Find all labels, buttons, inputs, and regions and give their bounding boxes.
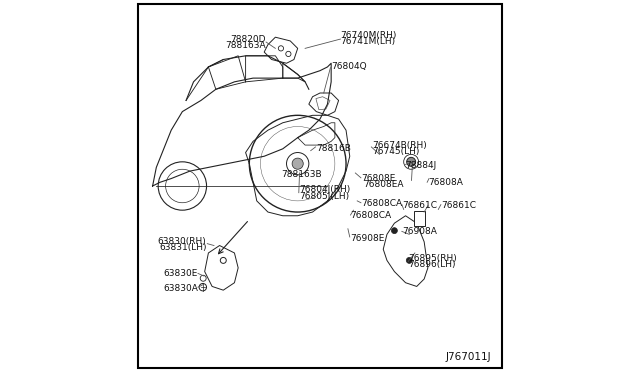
- Text: 76896(LH): 76896(LH): [408, 260, 456, 269]
- Circle shape: [292, 158, 303, 169]
- Text: 63830(RH): 63830(RH): [158, 237, 207, 246]
- Text: 76808A: 76808A: [428, 178, 463, 187]
- Text: 63831(LH): 63831(LH): [159, 243, 207, 252]
- Text: 63830A: 63830A: [163, 284, 198, 293]
- Circle shape: [392, 228, 397, 234]
- Text: 76861C: 76861C: [441, 201, 476, 210]
- Text: 78884J: 78884J: [406, 161, 437, 170]
- Text: 78820D: 78820D: [230, 35, 266, 44]
- FancyBboxPatch shape: [138, 4, 502, 368]
- Text: 76804Q: 76804Q: [331, 62, 367, 71]
- Text: 76745(LH): 76745(LH): [372, 147, 419, 156]
- Text: 76861C: 76861C: [402, 201, 437, 210]
- Text: 76804J(RH): 76804J(RH): [300, 185, 351, 194]
- Text: 788163B: 788163B: [281, 170, 321, 179]
- Circle shape: [406, 157, 415, 166]
- Text: 76808CA: 76808CA: [349, 211, 391, 220]
- Text: 76805J(LH): 76805J(LH): [300, 192, 349, 201]
- Text: 76908E: 76908E: [349, 234, 384, 243]
- Text: 76674B(RH): 76674B(RH): [372, 141, 427, 150]
- Text: J767011J: J767011J: [445, 352, 491, 362]
- Text: 788163A: 788163A: [225, 41, 266, 50]
- Text: 76808CA: 76808CA: [361, 199, 402, 208]
- Text: 78816B: 78816B: [316, 144, 351, 153]
- Circle shape: [406, 257, 412, 263]
- Text: 76908A: 76908A: [402, 227, 436, 236]
- Text: 76740M(RH): 76740M(RH): [340, 31, 397, 40]
- Text: 76895(RH): 76895(RH): [408, 254, 457, 263]
- FancyBboxPatch shape: [414, 211, 425, 226]
- Text: 63830E: 63830E: [164, 269, 198, 278]
- Text: 76808EA: 76808EA: [363, 180, 403, 189]
- Text: 76808E: 76808E: [361, 174, 396, 183]
- Text: 76741M(LH): 76741M(LH): [340, 37, 396, 46]
